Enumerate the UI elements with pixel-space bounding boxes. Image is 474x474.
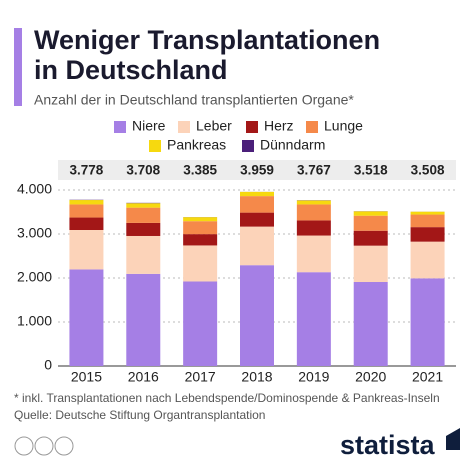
bar-segment — [183, 217, 218, 222]
bar-segment — [183, 245, 218, 282]
legend-swatch — [246, 121, 258, 133]
x-tick-label: 2018 — [241, 369, 272, 385]
legend-swatch — [306, 121, 318, 133]
bar-segment — [410, 241, 445, 279]
total-label: 3.708 — [126, 163, 160, 178]
x-tick-label: 2015 — [71, 369, 102, 385]
bar-segment — [296, 200, 331, 205]
bar-segment — [410, 211, 445, 215]
chart-subtitle: Anzahl der in Deutschland transplantiert… — [34, 92, 354, 108]
x-tick-label: 2020 — [355, 369, 386, 385]
legend-label: Pankreas — [167, 137, 226, 153]
accent-bar — [14, 28, 22, 106]
bar-segment — [240, 226, 274, 266]
y-tick-label: 3.000 — [17, 225, 52, 241]
bar-segment — [69, 229, 104, 270]
legend-swatch — [114, 121, 126, 133]
brand-logo: statista — [340, 430, 436, 460]
total-label: 3.959 — [240, 163, 274, 178]
x-tick-label: 2019 — [298, 369, 329, 385]
bar-segment — [126, 273, 161, 366]
total-label: 3.518 — [354, 163, 388, 178]
bar-segment — [240, 191, 274, 197]
source: Quelle: Deutsche Stiftung Organtransplan… — [14, 408, 265, 422]
legend-label: Leber — [196, 118, 232, 134]
total-label: 3.508 — [411, 163, 445, 178]
bar-segment — [126, 222, 161, 236]
bar-segment — [410, 278, 445, 366]
bar-segment — [183, 234, 218, 246]
bar-segment — [296, 204, 331, 221]
y-tick-label: 0 — [44, 357, 52, 373]
y-tick-label: 4.000 — [17, 181, 52, 197]
bar-segment — [353, 245, 388, 283]
bar-segment — [410, 227, 445, 242]
legend-label: Dünndarm — [260, 137, 325, 153]
bar-segment — [353, 282, 388, 366]
bar-segment — [183, 281, 218, 366]
chart-title: Weniger Transplantationen — [34, 25, 380, 55]
legend-label: Herz — [264, 118, 294, 134]
x-tick-label: 2021 — [412, 369, 443, 385]
total-label: 3.385 — [183, 163, 217, 178]
bar-segment — [69, 269, 104, 366]
bar-segment — [296, 220, 331, 236]
x-tick-label: 2017 — [185, 369, 216, 385]
totals-band — [58, 160, 456, 180]
bar-segment — [353, 215, 388, 231]
bar-segment — [296, 235, 331, 273]
bar-segment — [240, 265, 274, 366]
bar-segment — [126, 235, 161, 274]
bar-segment — [69, 204, 104, 218]
bar-segment — [353, 211, 388, 216]
footnote: * inkl. Transplantationen nach Lebendspe… — [14, 391, 440, 405]
legend-label: Lunge — [324, 118, 363, 134]
chart-title: in Deutschland — [34, 55, 228, 85]
y-tick-label: 2.000 — [17, 269, 52, 285]
bar-segment — [353, 230, 388, 246]
bar-segment — [69, 217, 104, 230]
license-icons — [14, 436, 74, 456]
legend-swatch — [149, 140, 161, 152]
total-label: 3.767 — [297, 163, 331, 178]
legend-swatch — [242, 140, 254, 152]
total-label: 3.778 — [70, 163, 104, 178]
y-tick-label: 1.000 — [17, 313, 52, 329]
bar-segment — [240, 196, 274, 213]
legend-label: Niere — [132, 118, 166, 134]
bar-segment — [296, 272, 331, 366]
x-tick-label: 2016 — [128, 369, 159, 385]
bar-segment — [410, 214, 445, 228]
bar-segment — [69, 200, 104, 205]
bar-segment — [183, 221, 218, 235]
bar-segment — [240, 212, 274, 227]
bar-segment — [126, 207, 161, 223]
brand-icon — [446, 428, 460, 450]
legend-swatch — [178, 121, 190, 133]
bar-segment — [126, 203, 161, 208]
